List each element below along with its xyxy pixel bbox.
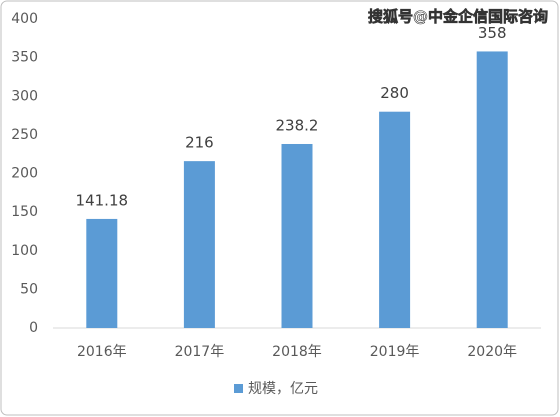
y-tick-label: 50: [20, 281, 38, 297]
legend-label: 规模，亿元: [248, 381, 318, 397]
y-tick-label: 350: [11, 50, 38, 66]
bar: [476, 51, 508, 328]
data-label: 358: [478, 24, 507, 42]
bar: [379, 111, 411, 328]
bar: [86, 218, 118, 328]
x-tick-label: 2020年: [467, 344, 517, 360]
y-tick-label: 150: [11, 204, 38, 220]
y-tick-label: 300: [11, 88, 38, 104]
y-tick-label: 250: [11, 127, 38, 143]
data-label: 280: [380, 84, 409, 102]
x-tick-label: 2018年: [272, 344, 322, 360]
legend-swatch: [234, 384, 243, 393]
bar: [183, 161, 215, 328]
y-tick-label: 200: [11, 166, 38, 182]
data-label: 238.2: [276, 116, 319, 134]
y-tick-label: 0: [29, 320, 38, 336]
x-tick-label: 2017年: [175, 344, 225, 360]
bar: [281, 143, 313, 328]
data-label: 216: [185, 134, 214, 152]
x-tick-label: 2016年: [77, 344, 127, 360]
watermark: 搜狐号@中金企信国际咨询: [368, 8, 548, 26]
y-tick-label: 100: [11, 243, 38, 259]
data-label: 141.18: [76, 191, 129, 209]
y-tick-label: 400: [11, 11, 38, 27]
x-tick-label: 2019年: [370, 344, 420, 360]
